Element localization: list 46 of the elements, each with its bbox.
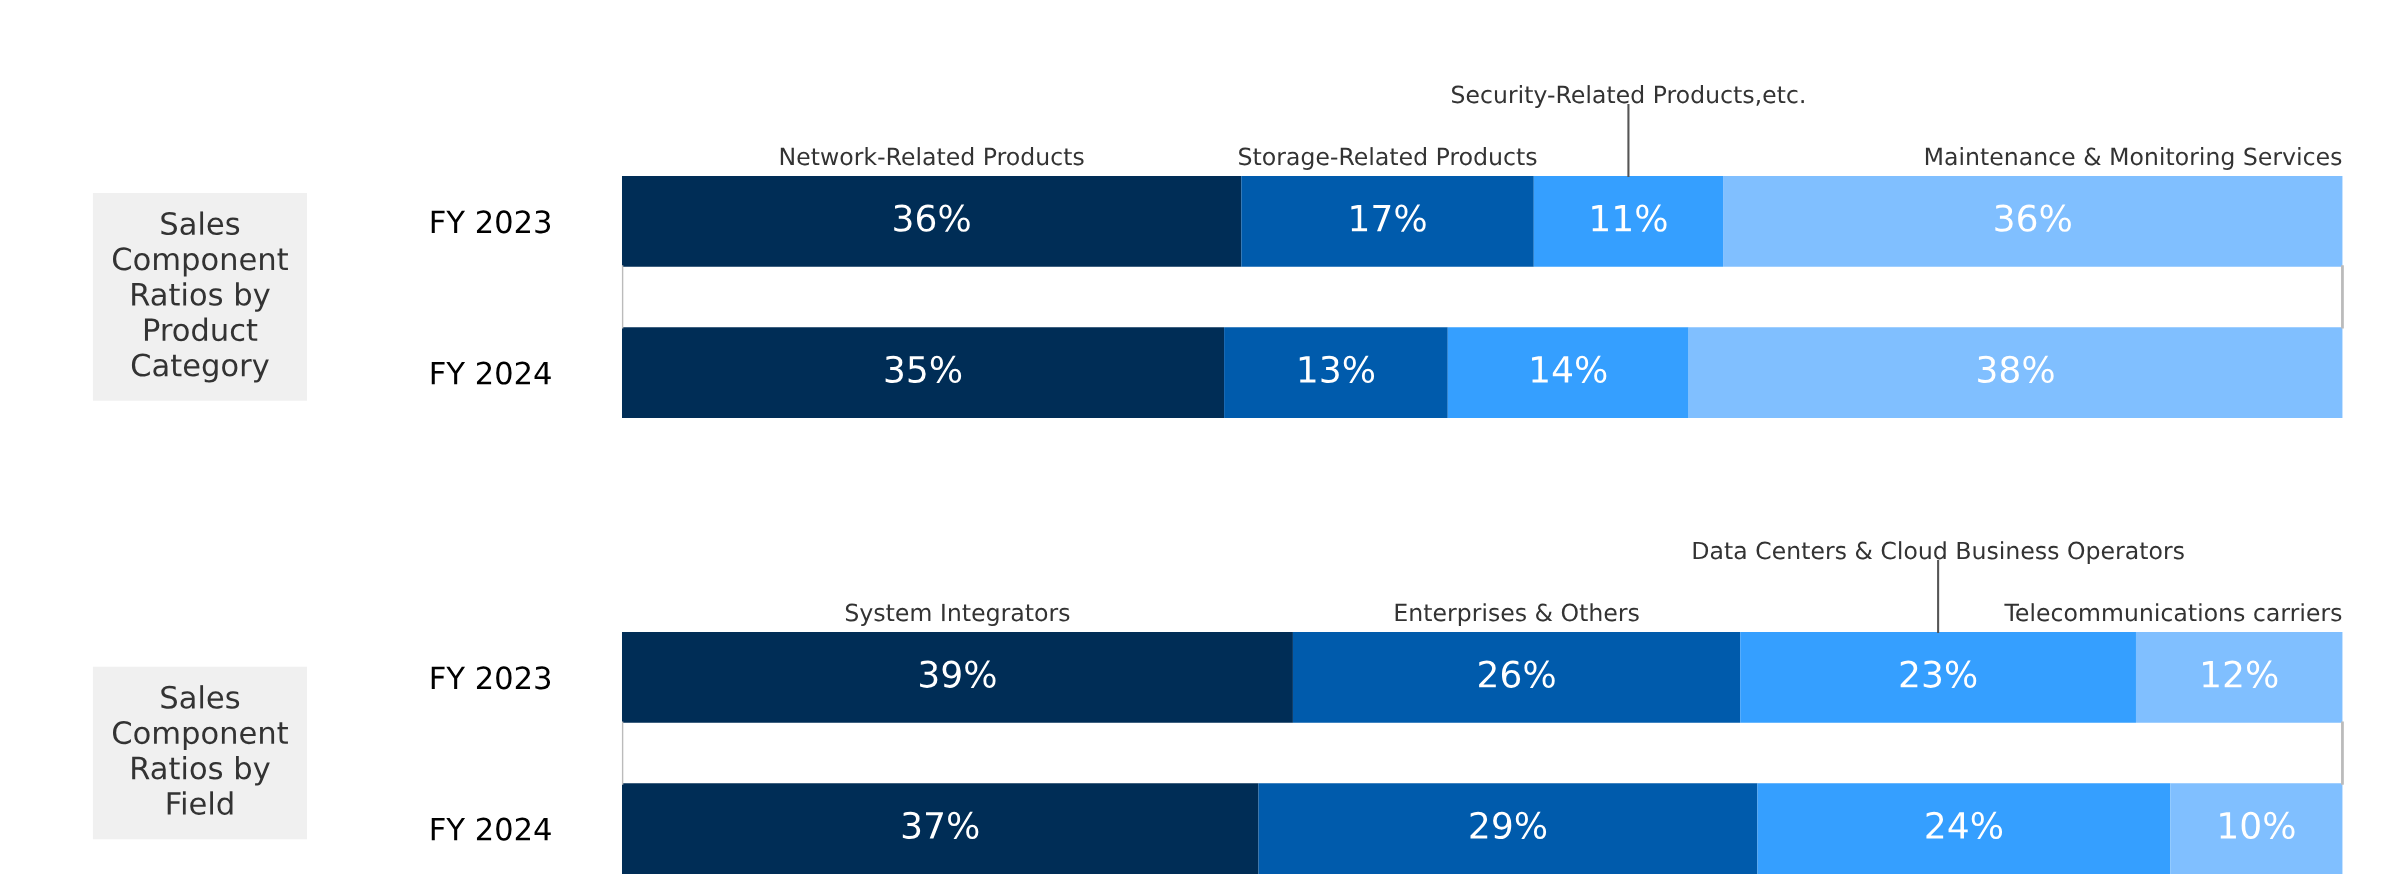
- data-label: 24%: [1926, 811, 2003, 840]
- series-label: System Integrators: [845, 603, 1070, 626]
- data-label: 13%: [1299, 355, 1375, 384]
- series-label: Maintenance & Monitoring Services: [1925, 147, 2342, 170]
- series-label: Telecommunications carriers: [2004, 603, 2342, 622]
- text: Sales Component Ratios by Field: [112, 685, 288, 815]
- y-tick-label: FY 2024: [431, 361, 551, 385]
- data-label: 37%: [902, 811, 979, 840]
- text: Data Centers & Cloud Business Operators: [1693, 541, 2184, 564]
- data-label: 10%: [2220, 811, 2295, 840]
- series-label: Enterprises & Others: [1395, 603, 1639, 626]
- data-label: 39%: [920, 660, 996, 688]
- data-label: 35%: [885, 355, 962, 384]
- data-label: 26%: [1479, 660, 1555, 688]
- bar: [1533, 176, 1724, 267]
- bar: [621, 176, 1242, 267]
- data-label: 14%: [1532, 355, 1607, 384]
- y-tick-label: FY 2023: [431, 210, 551, 234]
- bar: [2170, 783, 2343, 874]
- bar: [1241, 176, 1534, 267]
- data-label: 36%: [894, 204, 970, 232]
- data-label: 17%: [1351, 204, 1426, 232]
- y-tick-label: FY 2024: [431, 817, 551, 841]
- data-label: 38%: [1978, 355, 2054, 384]
- data-label: 23%: [1900, 660, 1977, 688]
- data-label: 36%: [1995, 204, 2071, 232]
- series-label: Network-Related Products: [780, 147, 1084, 166]
- bar: [1757, 783, 2171, 874]
- data-label: 11%: [1592, 204, 1667, 232]
- bar: [621, 632, 1293, 723]
- bar: [1740, 632, 2136, 723]
- text: Sales Component Ratios by Product Category: [112, 211, 288, 383]
- series-label: Storage-Related Products: [1239, 147, 1537, 170]
- bar: [1447, 327, 1689, 418]
- text: Security-Related Products,etc.: [1452, 85, 1804, 108]
- bar: [1723, 176, 2343, 267]
- data-label: 12%: [2203, 660, 2278, 688]
- bar: [1292, 632, 1741, 723]
- bar: [1224, 327, 1448, 418]
- bar: [621, 783, 1259, 874]
- data-label: 29%: [1470, 811, 1547, 840]
- bar: [1258, 783, 1758, 874]
- y-tick-label: FY 2023: [431, 666, 551, 690]
- bar: [2135, 632, 2343, 723]
- bar: [621, 327, 1225, 418]
- bar: [1688, 327, 2343, 418]
